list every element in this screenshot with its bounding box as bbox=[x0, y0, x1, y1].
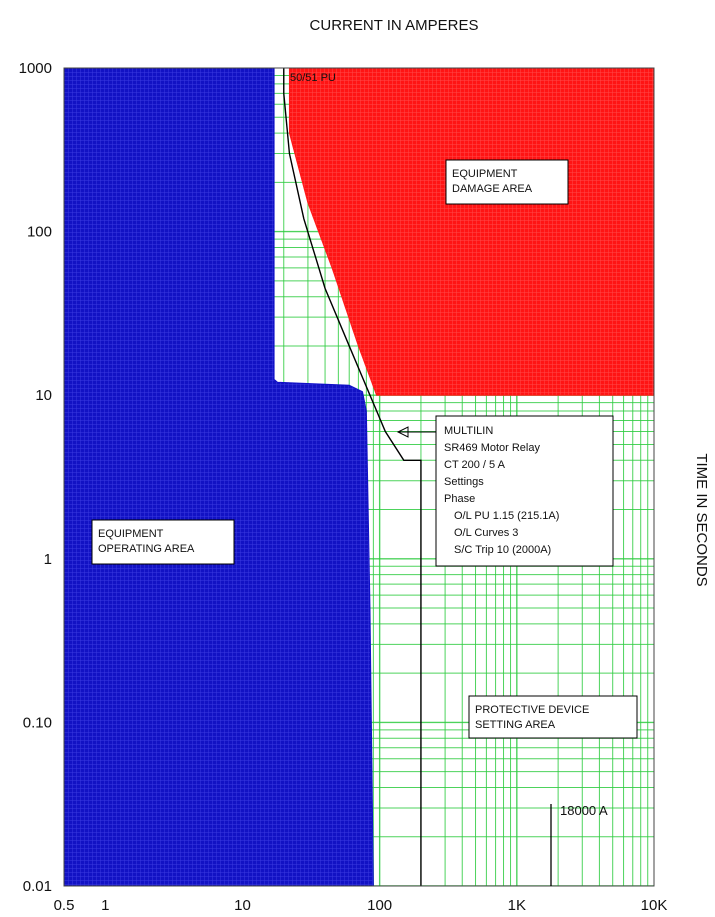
x-tick-label: 10 bbox=[234, 897, 251, 914]
text-line: O/L PU 1.15 (215.1A) bbox=[454, 510, 559, 522]
text-line: PROTECTIVE DEVICE bbox=[475, 704, 589, 716]
relay-box-pointer bbox=[396, 426, 436, 438]
text-line: Phase bbox=[444, 493, 475, 505]
relay-curve bbox=[283, 68, 422, 886]
curves bbox=[283, 68, 422, 886]
regions bbox=[64, 68, 654, 886]
damage-area-box: EQUIPMENT DAMAGE AREA bbox=[445, 159, 569, 205]
text-line: EQUIPMENT bbox=[452, 168, 518, 180]
y-tick-label: 100 bbox=[27, 224, 52, 241]
text-line: Settings bbox=[444, 476, 484, 488]
relay-box: MULTILIN SR469 Motor Relay CT 200 / 5 A Set… bbox=[396, 415, 614, 567]
x-tick-label: 1K bbox=[508, 897, 526, 914]
text-line: DAMAGE AREA bbox=[452, 183, 533, 195]
fault-current-label: 18000 A bbox=[560, 803, 608, 818]
y-tick-label: 0.01 bbox=[23, 878, 52, 895]
setting-area-box: PROTECTIVE DEVICE SETTING AREA bbox=[468, 695, 638, 739]
damage-area-label: EQUIPMENT DAMAGE AREA bbox=[452, 168, 533, 195]
operating-area bbox=[64, 68, 374, 886]
x-axis-title: CURRENT IN AMPERES bbox=[310, 17, 479, 34]
text-line: SR469 Motor Relay bbox=[444, 442, 540, 454]
operating-area-label: EQUIPMENT OPERATING AREA bbox=[98, 528, 195, 555]
x-tick-label: 0.5 bbox=[54, 897, 75, 914]
operating-area-box: EQUIPMENT OPERATING AREA bbox=[91, 519, 235, 565]
text-line: SETTING AREA bbox=[475, 719, 556, 731]
ticks: 0.5 1 10 100 1K 10K 1000 100 10 1 0.10 0.01 bbox=[19, 60, 668, 914]
relay-settings-text: MULTILIN SR469 Motor Relay CT 200 / 5 A Set… bbox=[444, 425, 559, 556]
setting-area-label: PROTECTIVE DEVICE SETTING AREA bbox=[475, 704, 589, 731]
x-tick-label: 100 bbox=[367, 897, 392, 914]
y-tick-label: 1 bbox=[44, 551, 52, 568]
text-line: S/C Trip 10 (2000A) bbox=[454, 544, 551, 556]
damage-area bbox=[288, 68, 654, 396]
text-line: EQUIPMENT bbox=[98, 528, 164, 540]
plot-frame bbox=[63, 67, 655, 887]
y-tick-label: 10 bbox=[35, 387, 52, 404]
text-line: MULTILIN bbox=[444, 425, 493, 437]
y-tick-label: 1000 bbox=[19, 60, 52, 77]
text-line: O/L Curves 3 bbox=[454, 527, 518, 539]
pickup-label: 50/51 PU bbox=[290, 72, 336, 84]
text-line: CT 200 / 5 A bbox=[444, 459, 506, 471]
x-tick-label: 1 bbox=[101, 897, 109, 914]
text-line: OPERATING AREA bbox=[98, 543, 195, 555]
y-axis-title: TIME IN SECONDS bbox=[693, 453, 710, 586]
y-tick-label: 0.10 bbox=[23, 714, 52, 731]
x-tick-label: 10K bbox=[641, 897, 668, 914]
